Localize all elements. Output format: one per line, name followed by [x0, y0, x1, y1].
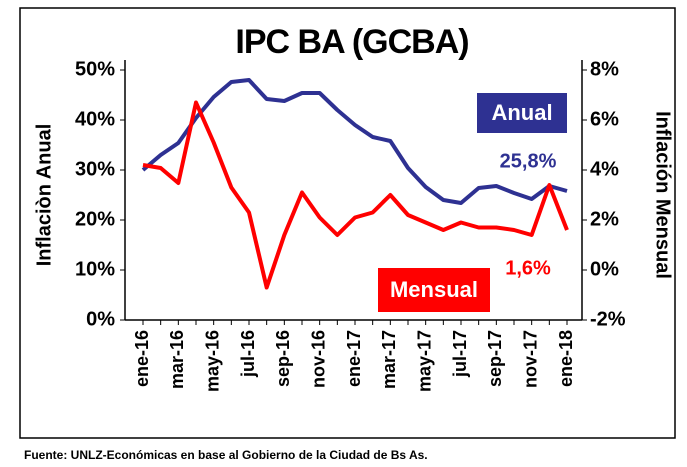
y-tick-label: 0%: [86, 308, 115, 330]
x-tick-label: ene-17: [344, 330, 364, 387]
series-line: [141, 78, 568, 205]
x-tick-label: jul-16: [238, 330, 258, 378]
legend-box: [378, 268, 490, 312]
y-tick-label: 50%: [75, 58, 115, 80]
y2-tick-label: 6%: [590, 108, 619, 130]
annotation: 25,8%: [500, 150, 557, 172]
legend-box: [477, 93, 567, 133]
series-line: [142, 100, 569, 290]
x-tick-label: ene-16: [132, 330, 152, 387]
legend-label: Anual: [491, 100, 552, 125]
y2-tick-label: 2%: [590, 208, 619, 230]
x-tick-label: mar-17: [379, 330, 399, 389]
y2-tick-label: 0%: [590, 258, 619, 280]
x-tick-label: nov-16: [308, 330, 328, 388]
x-tick-label: sep-16: [273, 330, 293, 387]
y-axis-label: Inflaciòn Anual: [33, 124, 55, 267]
x-tick-label: may-17: [414, 330, 434, 392]
y-tick-label: 30%: [75, 158, 115, 180]
y2-tick-label: -2%: [590, 308, 626, 330]
source: Fuente: UNLZ-Económicas en base al Gobie…: [24, 448, 428, 462]
annotation: 1,6%: [505, 257, 551, 279]
x-tick-label: ene-18: [556, 330, 576, 387]
x-tick-label: may-16: [202, 330, 222, 392]
y2-tick-label: 4%: [590, 158, 619, 180]
y-tick-label: 10%: [75, 258, 115, 280]
y2-tick-label: 8%: [590, 58, 619, 80]
x-tick-label: nov-17: [520, 330, 540, 388]
y2-axis-label: Inflación Mensual: [652, 111, 674, 279]
x-tick-label: sep-17: [485, 330, 505, 387]
legend-label: Mensual: [390, 277, 478, 302]
y-tick-label: 20%: [75, 208, 115, 230]
y-tick-label: 40%: [75, 108, 115, 130]
x-tick-label: jul-17: [450, 330, 470, 378]
chart-title: IPC BA (GCBA): [235, 23, 468, 61]
x-tick-label: mar-16: [167, 330, 187, 389]
